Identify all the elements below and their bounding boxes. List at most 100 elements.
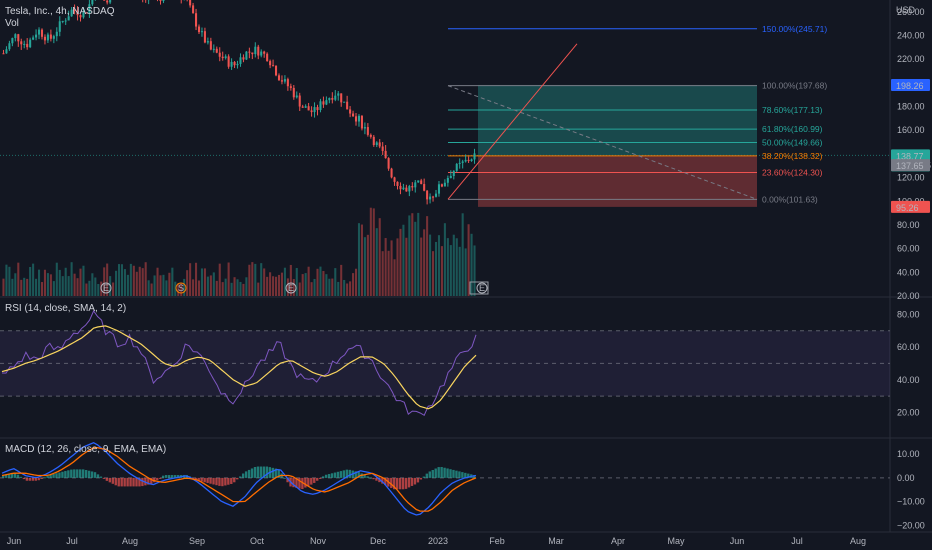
macd-histogram-bar (274, 468, 277, 478)
candle-body (405, 187, 408, 192)
volume-bar (61, 276, 64, 296)
macd-histogram-bar (212, 477, 215, 485)
macd-histogram-bar (58, 472, 61, 478)
candle-body (195, 13, 198, 27)
candle-body (236, 63, 239, 66)
volume-bar (363, 237, 366, 296)
volume-bar (322, 271, 325, 296)
candle-body (251, 52, 254, 55)
candle-body (26, 43, 29, 48)
macd-histogram-bar (239, 476, 242, 478)
candle-body (423, 184, 426, 191)
rsi-legend: RSI (14, close, SMA, 14, 2) (5, 303, 126, 314)
volume-bar (171, 267, 174, 296)
volume-bar (325, 274, 328, 296)
volume-bar (168, 272, 171, 296)
volume-bar (23, 277, 26, 296)
macd-histogram-bar (176, 475, 180, 478)
macd-histogram-bar (407, 477, 411, 488)
volume-bar (73, 273, 76, 296)
candle-body (192, 5, 195, 14)
volume-bar (328, 278, 331, 296)
volume-bar (408, 215, 411, 296)
macd-histogram-bar (141, 477, 144, 487)
macd-histogram-bar (67, 470, 70, 478)
volume-bar (32, 263, 35, 296)
volume-bar (112, 282, 115, 296)
earnings-marker-letter: E (103, 283, 109, 293)
macd-histogram-bar (342, 470, 346, 478)
candle-body (61, 20, 64, 22)
candle-body (443, 182, 446, 187)
volume-bar (14, 273, 17, 296)
candle-body (58, 21, 61, 32)
candle-body (393, 177, 396, 182)
candle-body (233, 61, 236, 66)
candle-body (79, 15, 82, 18)
macd-histogram-bar (156, 477, 159, 481)
macd-histogram-bar (381, 477, 384, 484)
macd-histogram-bar (366, 476, 369, 478)
volume-bar (449, 245, 452, 296)
time-axis-tick: Dec (370, 536, 387, 546)
rsi-title: RSI (14, close, SMA, 14, 2) (5, 303, 127, 314)
macd-histogram-bar (265, 466, 269, 478)
macd-histogram-bar (455, 470, 458, 478)
candle-body (76, 10, 79, 16)
candle-body (14, 34, 17, 39)
volume-bar (141, 268, 144, 296)
macd-histogram-bar (25, 477, 29, 481)
macd-histogram-bar (345, 469, 349, 478)
volume-bar (212, 272, 215, 296)
candle-body (17, 34, 20, 42)
macd-histogram-bar (236, 477, 239, 480)
macd-histogram-bar (52, 473, 55, 478)
volume-bar (310, 282, 313, 296)
volume-bar (331, 278, 334, 296)
candle-body (434, 193, 438, 197)
rsi-line (1, 310, 477, 417)
candle-body (67, 16, 70, 21)
macd-histogram-bar (384, 477, 387, 486)
price-axis-tick: 80.00 (897, 220, 920, 230)
price-tag (891, 159, 930, 172)
earnings-marker-box (469, 281, 489, 295)
macd-histogram-bar (10, 472, 14, 478)
macd-histogram-bar (318, 477, 322, 479)
candle-body (73, 9, 76, 11)
candle-body (286, 79, 289, 87)
rsi-ma-line (1, 325, 477, 410)
volume-bar (274, 276, 278, 296)
volume-bar (429, 234, 432, 296)
candle-body (316, 107, 319, 111)
macd-histogram-bar (87, 470, 91, 478)
volume-bar (195, 262, 198, 296)
volume-bar (76, 278, 79, 296)
candle-body (452, 170, 455, 177)
candle-body (206, 41, 209, 43)
candle-body (467, 159, 470, 161)
price-axis-tick: 240.00 (897, 31, 925, 41)
volume-bar (443, 223, 446, 296)
macd-histogram-bar (286, 477, 289, 483)
candle-body (346, 101, 349, 110)
time-axis-tick: Jul (66, 536, 78, 546)
candle-body (357, 115, 361, 122)
volume-bar (106, 263, 109, 296)
volume-bar (85, 283, 88, 296)
candle-body (230, 61, 233, 67)
macd-histogram-bar (416, 477, 420, 483)
candle-body (372, 136, 375, 146)
candle-body (437, 184, 441, 194)
candle-body (295, 95, 298, 98)
macd-histogram-bar (209, 477, 212, 484)
macd-histogram-bar (443, 467, 446, 478)
position-profit-zone (478, 84, 757, 156)
candle-body (366, 127, 369, 135)
candle-body (106, 0, 109, 3)
candle-body (384, 150, 387, 159)
macd-histogram-bar (428, 471, 431, 478)
candle-body (242, 57, 245, 60)
candle-body (360, 115, 363, 129)
